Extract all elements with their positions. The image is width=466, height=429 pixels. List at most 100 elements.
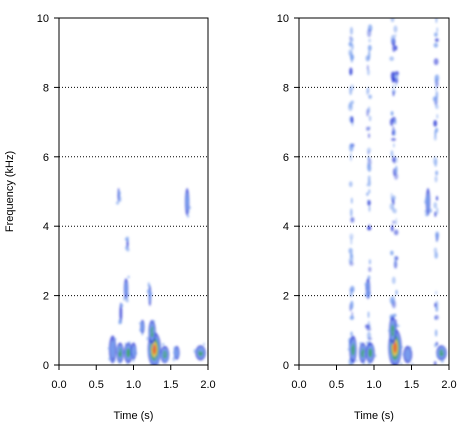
speckle-mark (118, 197, 122, 202)
speckle-mark (374, 353, 377, 358)
streak-mark (367, 179, 371, 187)
speckle-mark (126, 363, 129, 365)
speckle-mark (126, 239, 129, 242)
speckle-mark (108, 356, 112, 362)
x-tick-label: 0.5 (89, 379, 104, 391)
speckle-mark (193, 348, 197, 354)
speckle-mark (124, 342, 128, 345)
streak-mark (390, 192, 393, 201)
speckle-mark (391, 341, 394, 346)
speckle-mark (424, 199, 427, 205)
speckle-mark (425, 196, 429, 201)
speckle-mark (347, 348, 350, 351)
streak-mark (393, 143, 395, 148)
speckle-mark (441, 346, 445, 351)
speckle-mark (149, 292, 153, 296)
energy-blob (126, 348, 131, 358)
speckle-mark (113, 337, 117, 341)
speckle-mark (127, 341, 131, 345)
streak-mark (366, 192, 369, 197)
streak-mark (367, 226, 372, 231)
speckle-mark (367, 294, 371, 298)
speckle-mark (163, 360, 167, 363)
speckle-mark (124, 346, 128, 349)
x-tick-label: 1.0 (366, 379, 381, 391)
streak-mark (349, 315, 355, 321)
speckle-mark (161, 342, 165, 346)
streak-mark (368, 94, 372, 99)
speckle-mark (366, 363, 370, 365)
streak-mark (348, 181, 353, 188)
streak-mark (366, 108, 370, 117)
streak-mark (392, 43, 396, 53)
streak-mark (391, 156, 396, 163)
streak-mark (391, 276, 396, 285)
speckle-mark (142, 324, 145, 327)
x-tick-label: 0.0 (51, 379, 66, 391)
speckle-mark (152, 328, 155, 333)
streak-mark (348, 101, 353, 109)
streak-mark (390, 150, 394, 158)
streak-mark (390, 296, 394, 306)
streak-mark (350, 54, 355, 61)
streak-mark (435, 306, 439, 312)
speckle-mark (131, 350, 135, 353)
x-tick-label: 2.0 (441, 379, 456, 391)
streak-mark (392, 126, 395, 135)
streak-mark (349, 26, 353, 35)
streak-mark (393, 208, 397, 214)
speckle-mark (112, 358, 117, 362)
streak-mark (350, 300, 354, 310)
speckle-mark (401, 346, 404, 349)
energy-blob (393, 342, 397, 354)
streak-mark (434, 290, 438, 295)
x-tick-label: 0.0 (291, 379, 306, 391)
speckle-mark (130, 355, 134, 359)
speckle-mark (173, 346, 177, 351)
spectrogram-marks (347, 18, 447, 365)
speckle-mark (166, 357, 170, 361)
energy-blob (426, 193, 430, 211)
streak-mark (390, 111, 394, 116)
speckle-mark (407, 351, 410, 355)
streak-mark (432, 156, 438, 165)
speckle-mark (364, 282, 368, 287)
streak-mark (434, 251, 439, 259)
x-tick-label: 1.5 (163, 379, 178, 391)
speckle-mark (200, 349, 204, 353)
streak-mark (348, 247, 353, 254)
streak-mark (368, 259, 372, 265)
streak-mark (393, 229, 399, 236)
speckle-mark (118, 320, 122, 324)
streak-mark (350, 216, 355, 223)
speckle-mark (132, 358, 135, 363)
speckle-mark (149, 327, 152, 330)
streak-mark (389, 118, 394, 127)
energy-blob (124, 282, 128, 296)
speckle-mark (440, 358, 445, 363)
streak-mark (368, 133, 370, 139)
streak-mark (393, 118, 397, 125)
y-tick-label: 8 (43, 82, 49, 94)
speckle-mark (158, 353, 163, 358)
streak-mark (434, 38, 439, 43)
speckle-mark (159, 345, 162, 348)
x-tick-label: 1.0 (126, 379, 141, 391)
speckle-mark (188, 205, 191, 210)
speckle-mark (406, 357, 411, 362)
plot-frame (58, 17, 209, 366)
speckle-mark (411, 362, 414, 365)
speckle-mark (156, 360, 160, 365)
speckle-mark (115, 201, 120, 205)
streak-mark (434, 315, 439, 320)
streak-mark (390, 18, 395, 23)
speckle-mark (107, 347, 111, 350)
speckle-mark (118, 196, 122, 199)
energy-blob (174, 348, 179, 358)
streak-mark (390, 34, 396, 44)
speckle-mark (185, 192, 187, 195)
streak-mark (368, 115, 372, 122)
streak-mark (434, 129, 437, 138)
speckle-mark (355, 359, 359, 362)
